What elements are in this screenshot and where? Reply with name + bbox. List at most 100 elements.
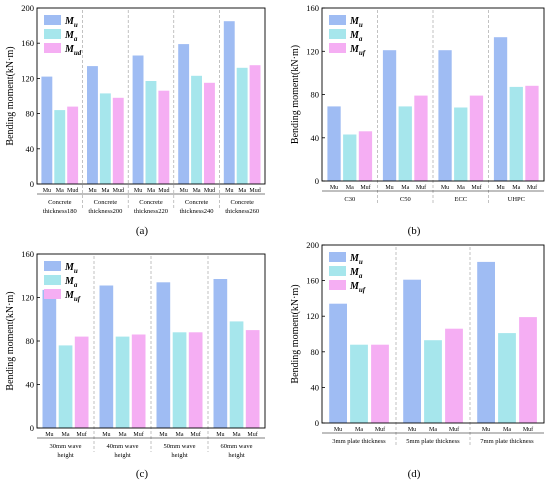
bar-label: Muf [527, 184, 537, 191]
category-label: thickness240 [180, 208, 214, 215]
bar-ma-4 [229, 321, 244, 428]
y-tick-label: 40 [311, 133, 320, 143]
y-tick-label: 120 [306, 46, 319, 56]
plot-frame [321, 244, 545, 424]
category-label: C30 [344, 196, 355, 203]
legend-swatch [44, 275, 61, 285]
bar-ma-1 [58, 345, 73, 428]
panel-label: (b) [408, 225, 421, 237]
bar-label: Muf [190, 431, 200, 438]
legend-label: Ma [64, 30, 78, 43]
bar-label: Mu [330, 185, 338, 191]
y-tick-label: 200 [306, 240, 319, 250]
bar-label: Ma [119, 432, 127, 438]
bar-mx-1 [74, 336, 89, 428]
legend-swatch [44, 43, 61, 53]
bar-label: Mud [249, 188, 260, 194]
category-label: height [57, 452, 73, 459]
category-label: 60mm wave [221, 443, 253, 450]
legend-label: Ma [349, 267, 363, 280]
bar-mu-3 [156, 282, 171, 428]
panel-label: (d) [408, 468, 421, 480]
bar-label: Mu [88, 188, 96, 194]
bar-ma-3 [145, 81, 157, 184]
category-label: thickness180 [43, 208, 77, 215]
bar-mx-4 [525, 85, 539, 181]
legend-swatch [329, 29, 346, 39]
legend-swatch [329, 252, 346, 262]
legend-swatch [44, 289, 61, 299]
bar-label: Muf [449, 426, 459, 433]
bar-label: Ma [457, 185, 465, 191]
category-label: Concrete [230, 199, 254, 206]
category-label: C50 [400, 196, 411, 203]
bar-ma-3 [498, 333, 516, 423]
bar-label: Mu [43, 188, 51, 194]
panel-label: (c) [136, 468, 149, 480]
bar-label: Muf [76, 431, 86, 438]
legend-label: Muf [64, 290, 81, 303]
category-label: thickness200 [88, 208, 122, 215]
bar-label: Muf [133, 431, 143, 438]
category-label: thickness260 [225, 208, 259, 215]
bar-mu-4 [178, 44, 190, 184]
bar-ma-2 [424, 340, 442, 423]
bar-mu-1 [327, 106, 341, 181]
legend-swatch [329, 43, 346, 53]
bar-label: Ma [503, 427, 511, 433]
legend-label: Mu [64, 262, 78, 275]
category-label: Concrete [48, 199, 72, 206]
y-tick-label: 160 [21, 249, 34, 259]
bar-mx-1 [67, 106, 79, 184]
bar-label: Ma [346, 185, 354, 191]
bar-mu-2 [382, 50, 397, 182]
bar-mx-3 [188, 332, 203, 428]
y-tick-label: 80 [311, 90, 320, 100]
bar-label: Mu [102, 432, 110, 438]
bar-mx-3 [469, 95, 484, 181]
panel-label: (a) [136, 225, 149, 237]
category-label: 3mm plate thickness [332, 438, 386, 445]
bar-label: Mu [482, 427, 490, 433]
bar-mx-2 [414, 95, 428, 181]
bar-label: Mud [67, 188, 78, 194]
bar-mx-4 [245, 330, 260, 428]
category-label: ECC [454, 196, 467, 203]
bar-label: Mud [113, 188, 124, 194]
bar-label: Mu [134, 188, 142, 194]
y-tick-label: 0 [315, 418, 319, 428]
y-tick-label: 160 [21, 38, 34, 48]
bar-label: Mu [45, 432, 53, 438]
bar-mx-1 [371, 344, 389, 423]
legend-label: Mu [349, 16, 363, 29]
bar-ma-1 [343, 134, 357, 181]
y-tick-label: 120 [21, 73, 34, 83]
category-label: 5mm plate thickness [406, 438, 460, 445]
bar-label: Ma [176, 432, 184, 438]
legend-label: Mud [64, 44, 82, 57]
category-label: height [171, 452, 187, 459]
bar-mx-3 [158, 90, 170, 184]
y-tick-label: 200 [21, 3, 34, 13]
legend-label: Ma [64, 276, 78, 289]
bar-mu-3 [438, 50, 452, 182]
legend-label: Muf [349, 44, 366, 57]
legend-swatch [44, 29, 61, 39]
legend-label: Ma [349, 30, 363, 43]
y-tick-label: 0 [30, 423, 34, 433]
bar-mu-1 [329, 303, 347, 423]
legend-swatch [329, 15, 346, 25]
bar-label: Mud [158, 188, 169, 194]
bar-label: Ma [429, 427, 437, 433]
bar-label: Ma [355, 427, 363, 433]
bar-label: Ma [147, 188, 155, 194]
legend-swatch [44, 15, 61, 25]
bar-label: Mu [385, 185, 393, 191]
bar-mx-1 [358, 131, 373, 181]
bar-ma-2 [398, 106, 412, 181]
bar-label: Mu [408, 427, 416, 433]
category-label: height [228, 452, 244, 459]
